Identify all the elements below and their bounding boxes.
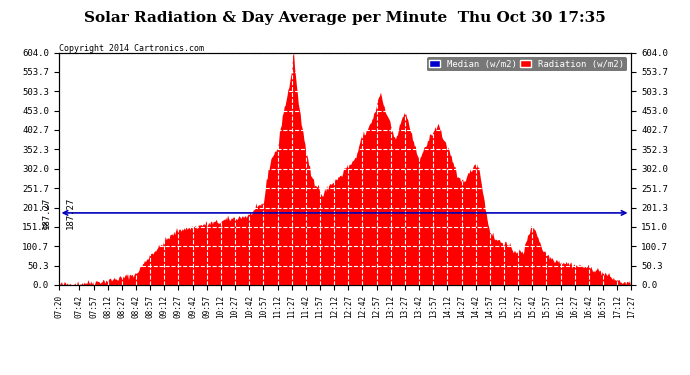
Text: Solar Radiation & Day Average per Minute  Thu Oct 30 17:35: Solar Radiation & Day Average per Minute… [84,11,606,25]
Legend: Median (w/m2), Radiation (w/m2): Median (w/m2), Radiation (w/m2) [426,57,627,71]
Text: 187.27: 187.27 [42,197,51,229]
Text: Copyright 2014 Cartronics.com: Copyright 2014 Cartronics.com [59,44,204,52]
Text: 187.27: 187.27 [66,197,75,229]
